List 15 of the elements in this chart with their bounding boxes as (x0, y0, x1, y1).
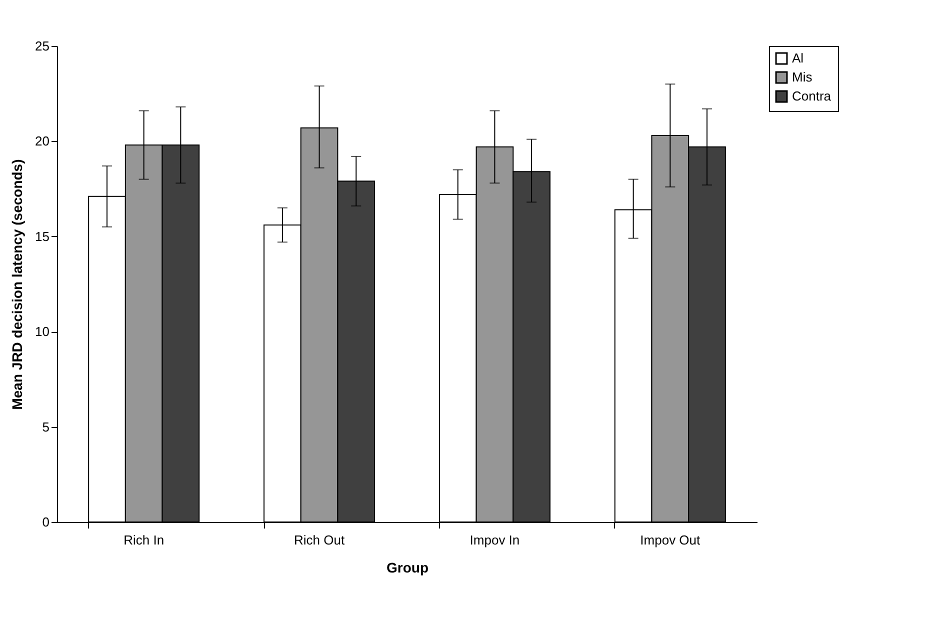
legend-label: Mis (792, 70, 813, 84)
y-tick-label: 25 (35, 38, 50, 54)
y-tick-label: 5 (42, 419, 50, 434)
y-tick-label: 20 (35, 134, 50, 149)
legend-label: Contra (792, 88, 832, 104)
y-axis-title: Mean JRD decision latency (seconds) (9, 159, 26, 410)
y-tick-label: 0 (42, 514, 50, 530)
x-tick-label: Rich Out (294, 532, 345, 548)
x-tick-label: Impov Out (640, 532, 701, 548)
x-tick-label: Rich In (124, 532, 164, 548)
legend-label: Al (792, 50, 804, 66)
y-tick-label: 10 (35, 324, 50, 340)
x-axis-title: Group (386, 560, 428, 576)
x-tick-label: Impov In (470, 532, 520, 548)
y-tick-label: 15 (35, 228, 50, 244)
